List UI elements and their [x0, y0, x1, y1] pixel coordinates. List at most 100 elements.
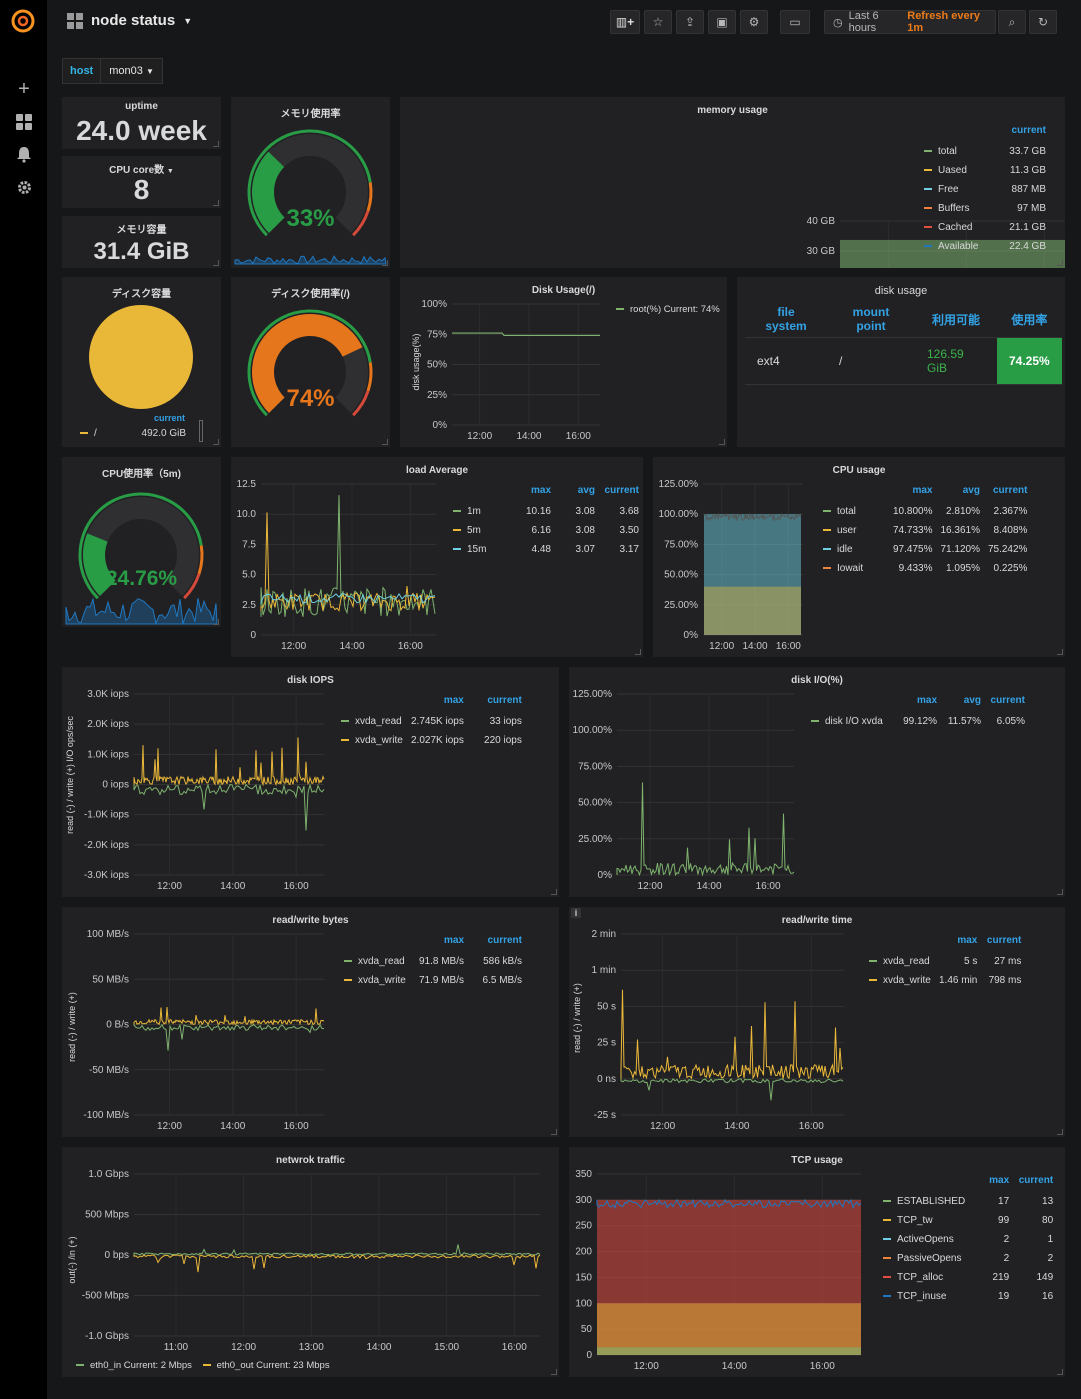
tcp-usage-panel[interactable]: TCP usage 350 300 250 200 150 100 50 0 12:00 14:0…: [569, 1147, 1065, 1377]
resize-handle[interactable]: [1057, 1369, 1063, 1375]
legend-header[interactable]: avg: [577, 484, 595, 496]
refresh-button[interactable]: ↻: [1029, 10, 1057, 34]
legend-header[interactable]: max: [916, 694, 937, 706]
settings-button[interactable]: ⚙: [740, 10, 768, 34]
rw-time-panel[interactable]: i read/write time 2 min 1 min 50 s 25 s 0 ns…: [569, 907, 1065, 1137]
legend-row[interactable]: xvda_read 2.745K iops 33 iops: [337, 712, 526, 731]
legend-row[interactable]: total 10.800% 2.810% 2.367%: [819, 502, 1031, 521]
legend-row[interactable]: xvda_write 71.9 MB/s 6.5 MB/s: [340, 971, 526, 990]
legend-header[interactable]: current: [487, 934, 522, 946]
view-mode-button[interactable]: ▭: [780, 10, 810, 34]
resize-handle[interactable]: [551, 1369, 557, 1375]
table-header[interactable]: 使用率: [997, 301, 1062, 338]
load-average-panel[interactable]: load Average 12.5 10.0 7.5 5.0 2.5 0 12:00 14:0…: [231, 457, 643, 657]
legend-row[interactable]: ActiveOpens 2 1: [879, 1230, 1057, 1249]
memory-rate-panel[interactable]: メモリ使用率 33%: [231, 97, 390, 268]
legend-row[interactable]: PassiveOpens 2 2: [879, 1249, 1057, 1268]
cpu-usage-panel[interactable]: CPU usage 125.00% 100.00% 75.00% 50.00% 25.0…: [653, 457, 1065, 657]
resize-handle[interactable]: [719, 439, 725, 445]
disk-rate-panel[interactable]: ディスク使用率(/) 74%: [231, 277, 390, 447]
panel-info-icon[interactable]: i: [571, 908, 581, 918]
legend-header[interactable]: max: [443, 934, 464, 946]
legend-row[interactable]: Cached 21.1 GB: [920, 218, 1050, 237]
resize-handle[interactable]: [551, 1129, 557, 1135]
resize-handle[interactable]: [213, 439, 219, 445]
table-header[interactable]: 利用可能: [915, 301, 997, 338]
legend-row[interactable]: TCP_inuse 19 16: [879, 1287, 1057, 1306]
star-button[interactable]: ☆: [644, 10, 672, 34]
legend-header[interactable]: max: [530, 484, 551, 496]
resize-handle[interactable]: [213, 200, 219, 206]
zoom-out-button[interactable]: ⌕: [998, 10, 1026, 34]
table-header[interactable]: mount point: [827, 301, 915, 338]
legend-row[interactable]: TCP_tw 99 80: [879, 1211, 1057, 1230]
plus-icon[interactable]: +: [18, 78, 30, 100]
resize-handle[interactable]: [1057, 1129, 1063, 1135]
legend-row[interactable]: idle 97.475% 71.120% 75.242%: [819, 540, 1031, 559]
legend-header[interactable]: current: [487, 694, 522, 706]
legend-row[interactable]: Buffers 97 MB: [920, 199, 1050, 218]
legend-row[interactable]: xvda_read 5 s 27 ms: [865, 952, 1025, 971]
resize-handle[interactable]: [382, 439, 388, 445]
resize-handle[interactable]: [635, 649, 641, 655]
legend-row[interactable]: user 74.733% 16.361% 8.408%: [819, 521, 1031, 540]
grafana-logo-icon[interactable]: [10, 8, 36, 34]
legend-header[interactable]: avg: [963, 694, 981, 706]
legend-row[interactable]: 15m 4.48 3.07 3.17: [449, 540, 643, 559]
disk-usage-chart-panel[interactable]: Disk Usage(/) 100% 75% 50% 25% 0% 12:00 14:00 1…: [400, 277, 727, 447]
legend-header[interactable]: max: [957, 934, 978, 946]
legend-row[interactable]: Uased 11.3 GB: [920, 161, 1050, 180]
legend-row[interactable]: Iowait 9.433% 1.095% 0.225%: [819, 559, 1031, 578]
legend-row[interactable]: xvda_write 1.46 min 798 ms: [865, 971, 1025, 990]
resize-handle[interactable]: [213, 260, 219, 266]
legend-header[interactable]: avg: [962, 484, 980, 496]
legend-header[interactable]: current: [604, 484, 639, 496]
legend-header[interactable]: current: [1018, 1174, 1054, 1186]
table-header[interactable]: file system: [745, 301, 827, 338]
resize-handle[interactable]: [213, 619, 219, 625]
legend-row[interactable]: Free 887 MB: [920, 180, 1050, 199]
disk-capacity-panel[interactable]: ディスク容量 current / 492.0 GiB: [62, 277, 221, 447]
memory-capacity-panel[interactable]: メモリ容量 31.4 GiB: [62, 216, 221, 268]
save-button[interactable]: ▣: [708, 10, 736, 34]
legend-row[interactable]: 5m 6.16 3.08 3.50: [449, 521, 643, 540]
uptime-panel[interactable]: uptime 24.0 week: [62, 97, 221, 149]
resize-handle[interactable]: [382, 260, 388, 266]
resize-handle[interactable]: [1057, 649, 1063, 655]
dashboard-picker[interactable]: node status ▼: [67, 12, 192, 29]
legend-row[interactable]: disk I/O xvda 99.12% 11.57% 6.05%: [807, 712, 1029, 731]
disk-usage-table-panel[interactable]: disk usage file system mount point 利用可能 …: [737, 277, 1065, 447]
legend-header[interactable]: current: [986, 934, 1022, 946]
legend-header[interactable]: current: [993, 484, 1028, 496]
legend-row[interactable]: TCP_alloc 219 149: [879, 1268, 1057, 1287]
resize-handle[interactable]: [1057, 260, 1063, 266]
legend-header[interactable]: max: [989, 1174, 1010, 1186]
disk-io-panel[interactable]: disk I/O(%) 125.00% 100.00% 75.00% 50.00% 25…: [569, 667, 1065, 897]
legend-header[interactable]: max: [912, 484, 933, 496]
resize-handle[interactable]: [1057, 889, 1063, 895]
disk-iops-panel[interactable]: disk IOPS 3.0K iops 2.0K iops 1.0K iops 0 i…: [62, 667, 559, 897]
resize-handle[interactable]: [213, 141, 219, 147]
resize-handle[interactable]: [551, 889, 557, 895]
legend-row[interactable]: total 33.7 GB: [920, 142, 1050, 161]
add-panel-button[interactable]: ▥+: [610, 10, 640, 34]
cpu-cores-panel[interactable]: CPU core数 ▼ 8: [62, 156, 221, 208]
legend-header[interactable]: current: [990, 694, 1025, 706]
legend-row[interactable]: xvda_read 91.8 MB/s 586 kB/s: [340, 952, 526, 971]
dashboards-icon[interactable]: [15, 113, 33, 131]
network-traffic-panel[interactable]: netwrok traffic 1.0 Gbps 500 Mbps 0 bps -50…: [62, 1147, 559, 1377]
gear-icon[interactable]: [16, 179, 33, 196]
share-button[interactable]: ⇪: [676, 10, 704, 34]
legend-row[interactable]: Available 22.4 GB: [920, 237, 1050, 256]
variable-select-host[interactable]: mon03 ▼: [101, 58, 163, 84]
legend-row[interactable]: ESTABLISHED 17 13: [879, 1192, 1057, 1211]
bell-icon[interactable]: [16, 146, 32, 163]
legend-scrollbar[interactable]: [199, 420, 203, 442]
legend-row[interactable]: xvda_write 2.027K iops 220 iops: [337, 731, 526, 750]
time-picker-button[interactable]: ◷ Last 6 hours Refresh every 1m: [824, 10, 996, 34]
rw-bytes-panel[interactable]: read/write bytes 100 MB/s 50 MB/s 0 B/s -50…: [62, 907, 559, 1137]
legend-row[interactable]: 1m 10.16 3.08 3.68: [449, 502, 643, 521]
legend-header[interactable]: max: [443, 694, 464, 706]
cpu-rate-panel[interactable]: CPU使用率（5m) 24.76%: [62, 457, 221, 627]
